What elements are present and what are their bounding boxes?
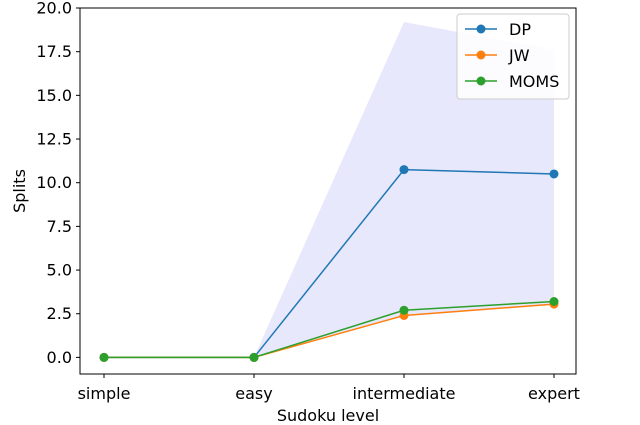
std-band: [104, 21, 554, 358]
plot-frame: [79, 7, 577, 375]
y-axis-ticks: 0.0 2.5 5.0 7.5 10.0 12.5 15.0 17.5 20.0: [36, 0, 80, 367]
series-moms: [99, 296, 559, 362]
legend: DP JW MOMS: [456, 13, 570, 100]
data-point-moms-3: [549, 296, 559, 306]
x-axis-ticks: simple easy intermediate expert: [78, 374, 580, 403]
y-tick-label: 0.0: [47, 348, 72, 367]
data-point-moms-2: [399, 305, 409, 315]
legend-item-jw: JW: [465, 46, 530, 65]
legend-label: DP: [509, 20, 531, 39]
x-tick-label: intermediate: [353, 384, 456, 403]
legend-marker: [476, 76, 486, 86]
legend-item-moms: MOMS: [465, 72, 559, 91]
series-line-moms: [104, 300, 555, 359]
legend-label: JW: [508, 46, 530, 65]
legend-marker: [476, 50, 486, 60]
y-tick-label: 12.5: [36, 130, 72, 149]
std-band-layer: [104, 21, 554, 358]
legend-label: MOMS: [509, 72, 559, 91]
legend-box: [456, 13, 570, 100]
y-tick-label: 15.0: [36, 86, 72, 105]
y-tick-label: 7.5: [47, 217, 72, 236]
x-tick-label: simple: [78, 384, 131, 403]
y-tick-label: 20.0: [36, 0, 72, 18]
y-tick-label: 5.0: [47, 261, 72, 280]
data-point-dp-3: [549, 169, 559, 179]
x-tick-label: expert: [528, 384, 580, 403]
series-layer: [99, 165, 559, 362]
y-tick-label: 17.5: [36, 42, 72, 61]
legend-marker: [476, 24, 486, 34]
data-point-moms-0: [99, 352, 109, 362]
data-point-dp-2: [399, 165, 409, 175]
y-tick-label: 2.5: [47, 304, 72, 323]
data-point-moms-1: [249, 352, 259, 362]
x-axis-label: Sudoku level: [277, 406, 379, 425]
y-axis-label: Splits: [10, 169, 29, 213]
legend-item-dp: DP: [465, 20, 531, 39]
y-tick-label: 10.0: [36, 173, 72, 192]
x-tick-label: easy: [235, 384, 272, 403]
